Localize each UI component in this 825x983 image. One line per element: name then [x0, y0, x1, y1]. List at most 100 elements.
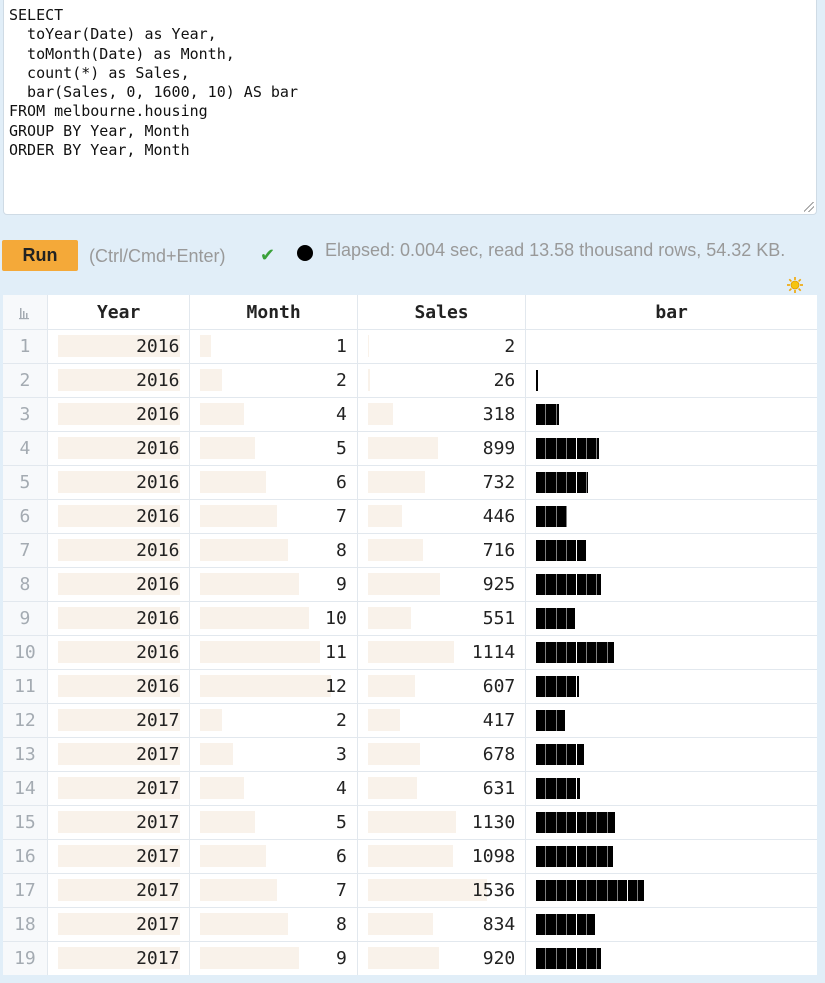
cell-month-value: 7 [336, 506, 347, 527]
row-number-header [3, 295, 48, 330]
bar-glyph [536, 642, 615, 663]
table-row: 6 2016 7 446 [3, 499, 817, 534]
cell-month: 11 [189, 635, 358, 670]
row-number: 19 [3, 941, 48, 975]
cell-year: 2017 [47, 771, 191, 806]
query-text[interactable]: SELECT toYear(Date) as Year, toMonth(Dat… [9, 6, 298, 160]
bar-glyph [536, 812, 616, 833]
inline-bar [200, 369, 223, 391]
inline-bar [57, 641, 180, 663]
cell-bar [525, 771, 817, 806]
cell-month-value: 6 [336, 846, 347, 867]
cell-year-value: 2016 [136, 404, 180, 425]
cell-year-value: 2017 [136, 744, 180, 765]
cell-year-value: 2016 [136, 506, 180, 527]
cell-year-value: 2016 [136, 642, 180, 663]
bar-glyph [536, 710, 566, 731]
inline-bar [367, 573, 440, 595]
cell-month-value: 11 [325, 642, 347, 663]
inline-bar [200, 471, 266, 493]
cell-bar [525, 907, 817, 942]
sun-icon[interactable] [786, 276, 804, 294]
bar-glyph [536, 404, 559, 425]
cell-month: 2 [189, 363, 358, 398]
row-number: 8 [3, 567, 48, 602]
cell-month-value: 7 [336, 880, 347, 901]
row-number: 15 [3, 805, 48, 840]
cell-year: 2017 [47, 941, 191, 975]
cell-sales-value: 551 [482, 608, 516, 629]
bar-glyph [536, 370, 539, 391]
inline-bar [200, 947, 299, 969]
query-editor[interactable]: SELECT toYear(Date) as Year, toMonth(Dat… [3, 0, 817, 215]
cell-sales: 446 [357, 499, 527, 534]
table-row: 10 2016 11 1114 [3, 635, 817, 670]
bar-glyph [536, 778, 581, 799]
cell-year: 2017 [47, 737, 191, 772]
inline-bar [367, 471, 425, 493]
column-header-bar[interactable]: bar [525, 295, 817, 330]
inline-bar [57, 811, 180, 833]
bar-glyph [536, 880, 644, 901]
cell-year-value: 2017 [136, 846, 180, 867]
inline-bar [200, 743, 234, 765]
cell-sales: 899 [357, 431, 527, 466]
inline-bar [57, 573, 180, 595]
inline-bar [367, 777, 417, 799]
cell-year: 2016 [47, 397, 191, 432]
cell-sales: 551 [357, 601, 527, 636]
inline-bar [200, 845, 266, 867]
inline-bar [200, 641, 321, 663]
inline-bar [57, 437, 180, 459]
cell-year: 2016 [47, 669, 191, 704]
inline-bar [200, 777, 245, 799]
inline-bar [57, 607, 180, 629]
cell-sales-value: 417 [482, 710, 516, 731]
cell-month-value: 4 [336, 778, 347, 799]
inline-bar [200, 335, 212, 357]
cell-year-value: 2017 [136, 778, 180, 799]
cell-sales: 1114 [357, 635, 527, 670]
table-row: 1 2016 1 2 [3, 329, 817, 364]
inline-bar [57, 777, 180, 799]
resize-handle-icon[interactable] [804, 202, 814, 212]
row-number: 7 [3, 533, 48, 568]
cell-sales-value: 716 [482, 540, 516, 561]
inline-bar [57, 709, 180, 731]
run-button[interactable]: Run [2, 240, 78, 271]
row-number: 3 [3, 397, 48, 432]
cell-bar [525, 363, 817, 398]
cell-bar [525, 533, 817, 568]
cell-sales: 716 [357, 533, 527, 568]
cell-sales: 678 [357, 737, 527, 772]
column-header-sales[interactable]: Sales [357, 295, 527, 330]
cell-year: 2016 [47, 533, 191, 568]
cell-bar [525, 873, 817, 908]
inline-bar [367, 437, 438, 459]
cell-year: 2017 [47, 805, 191, 840]
inline-bar [57, 675, 180, 697]
inline-bar [367, 947, 440, 969]
bar-glyph [536, 744, 584, 765]
cell-year: 2017 [47, 907, 191, 942]
inline-bar [367, 743, 421, 765]
column-header-year[interactable]: Year [47, 295, 191, 330]
cell-month: 10 [189, 601, 358, 636]
cell-sales-value: 631 [482, 778, 516, 799]
cell-month-value: 2 [336, 370, 347, 391]
cell-year: 2016 [47, 329, 191, 364]
cell-sales-value: 678 [482, 744, 516, 765]
table-row: 15 2017 5 1130 [3, 805, 817, 840]
row-number: 2 [3, 363, 48, 398]
sort-icon[interactable] [18, 306, 31, 320]
cell-sales-value: 26 [493, 370, 516, 391]
cell-bar [525, 397, 817, 432]
column-header-month[interactable]: Month [189, 295, 358, 330]
table-header-row: Year Month Sales bar [3, 295, 817, 330]
cell-bar [526, 942, 817, 976]
inline-bar [200, 811, 255, 833]
cell-sales-value: 920 [482, 948, 516, 969]
cell-year-value: 2016 [136, 336, 180, 357]
cell-sales: 417 [357, 703, 527, 738]
inline-bar [200, 505, 277, 527]
